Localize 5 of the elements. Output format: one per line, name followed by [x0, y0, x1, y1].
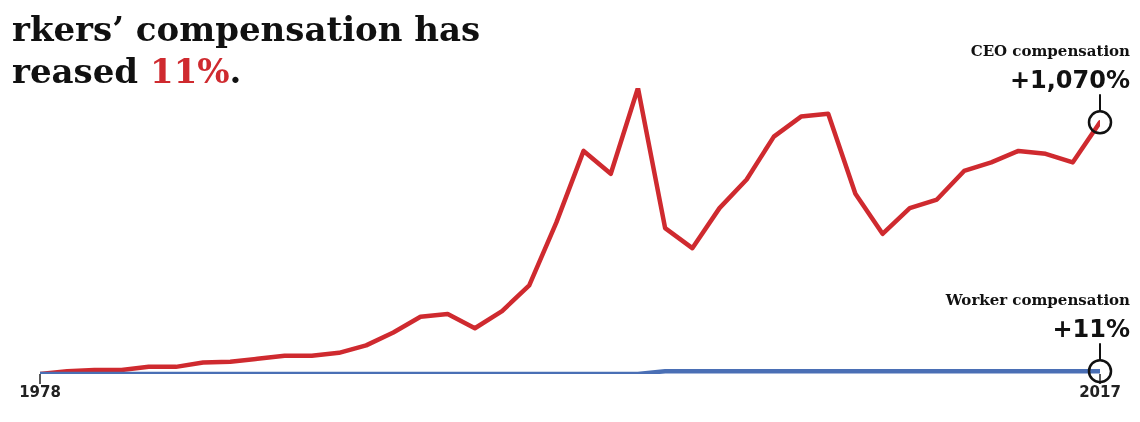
annotation: CEO compensation +1,070%: [970, 42, 1131, 95]
annotation: Worker compensation +11%: [944, 291, 1131, 344]
x-tick-label: 1978: [19, 382, 61, 401]
x-tick-label: 2017: [1079, 382, 1121, 401]
chart-title: rkers’ compensation has reased 11%.: [12, 9, 481, 91]
